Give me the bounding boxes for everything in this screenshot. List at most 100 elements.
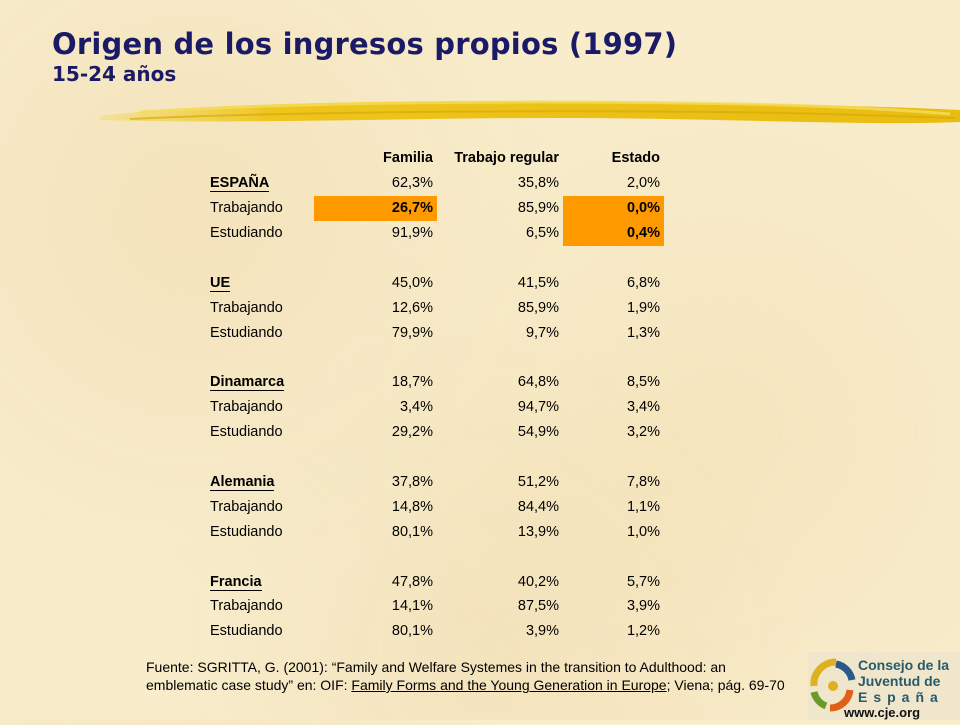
row-label: Estudiando: [210, 523, 283, 540]
country-label: Dinamarca: [210, 374, 285, 392]
logo-line-3: España: [858, 689, 944, 705]
page-title: Origen de los ingresos propios (1997): [52, 27, 678, 61]
table-row: Trabajando 14,8% 84,4% 1,1%: [206, 494, 664, 519]
source-book-title: Family Forms and the Young Generation in…: [351, 677, 667, 693]
table-row-alemania: Alemania 37,8% 51,2% 7,8%: [206, 470, 664, 495]
table-row: Trabajando 12,6% 85,9% 1,9%: [206, 295, 664, 320]
cell-familia: 80,1%: [391, 523, 433, 540]
cell-familia: 80,1%: [391, 623, 433, 640]
cell-trabajo: 87,5%: [517, 598, 559, 615]
cell-trabajo: 85,9%: [517, 299, 559, 316]
cell-trabajo: 54,9%: [517, 424, 559, 441]
cell-trabajo: 3,9%: [525, 623, 559, 640]
source-citation: Fuente: SGRITTA, G. (2001): “Family and …: [146, 658, 796, 694]
brush-stroke-decoration: [100, 100, 960, 124]
table-row-dinamarca: Dinamarca 18,7% 64,8% 8,5%: [206, 370, 664, 395]
row-label: Trabajando: [210, 598, 283, 615]
cell-estado: 3,2%: [626, 424, 660, 441]
cje-logo-graphic: Consejo de la Juventud de España www.cje…: [808, 652, 960, 720]
source-prefix: Fuente: SGRITTA, G. (2001): “Family and …: [146, 659, 726, 693]
table-row: Estudiando 79,9% 9,7% 1,3%: [206, 320, 664, 345]
cell-trabajo: 84,4%: [517, 498, 559, 515]
table-row-espana: ESPAÑA 62,3% 35,8% 2,0%: [206, 171, 664, 196]
cell-estado: 3,4%: [626, 399, 660, 416]
table-row: Trabajando 3,4% 94,7% 3,4%: [206, 395, 664, 420]
cell-familia-highlight: 26,7%: [314, 195, 437, 221]
cell-trabajo: 51,2%: [517, 474, 559, 491]
cell-estado: 8,5%: [626, 374, 660, 391]
row-label: Trabajando: [210, 399, 283, 416]
cell-trabajo: 9,7%: [525, 324, 559, 341]
spacer-row: [206, 246, 664, 271]
cell-trabajo: 94,7%: [517, 399, 559, 416]
cell-familia: 14,1%: [391, 598, 433, 615]
source-suffix: ; Viena; pág. 69-70: [666, 677, 785, 693]
table-header-row: Familia Trabajo regular Estado: [206, 146, 664, 171]
cell-estado: 1,0%: [626, 523, 660, 540]
header-estado: Estado: [611, 150, 660, 167]
cell-familia: 18,7%: [391, 374, 433, 391]
spacer-row: [206, 445, 664, 470]
table-row: Estudiando 80,1% 3,9% 1,2%: [206, 619, 664, 644]
row-label: Estudiando: [210, 324, 283, 341]
spacer-row: [206, 544, 664, 569]
header-cell-blank: [206, 146, 314, 171]
row-label: Estudiando: [210, 424, 283, 441]
spacer-row: [206, 345, 664, 370]
cell-familia: 14,8%: [391, 498, 433, 515]
cell-estado: 2,0%: [626, 175, 660, 192]
row-label: Trabajando: [210, 200, 283, 217]
country-label: Alemania: [210, 474, 275, 492]
cell-estado: 1,1%: [626, 498, 660, 515]
cell-familia: 37,8%: [391, 474, 433, 491]
table-row-francia: Francia 47,8% 40,2% 5,7%: [206, 569, 664, 594]
logo-line-2: Juventud de: [858, 673, 941, 689]
cell-estado: 1,9%: [626, 299, 660, 316]
cell-estado: 3,9%: [626, 598, 660, 615]
country-label: UE: [210, 274, 231, 292]
cell-familia: 3,4%: [399, 399, 433, 416]
header-familia: Familia: [383, 150, 433, 167]
cell-trabajo: 13,9%: [517, 523, 559, 540]
cell-estado-highlight: 0,0%: [563, 195, 664, 221]
table-row: Estudiando 29,2% 54,9% 3,2%: [206, 420, 664, 445]
page-subtitle: 15-24 años: [52, 62, 177, 86]
row-label: Estudiando: [210, 225, 283, 242]
logo-url: www.cje.org: [843, 705, 920, 720]
cell-trabajo: 6,5%: [525, 225, 559, 242]
logo-line-1: Consejo de la: [858, 657, 949, 673]
cell-estado: 1,2%: [626, 623, 660, 640]
cell-estado: 5,7%: [626, 573, 660, 590]
cell-estado: 7,8%: [626, 474, 660, 491]
table-row-ue: UE 45,0% 41,5% 6,8%: [206, 270, 664, 295]
country-label: ESPAÑA: [210, 175, 270, 193]
table-row: Trabajando 14,1% 87,5% 3,9%: [206, 594, 664, 619]
cell-familia: 45,0%: [391, 274, 433, 291]
cell-familia: 12,6%: [391, 299, 433, 316]
row-label: Trabajando: [210, 498, 283, 515]
table-row: Estudiando 91,9% 6,5% 0,4%: [206, 220, 664, 246]
cell-estado: 1,3%: [626, 324, 660, 341]
row-label: Trabajando: [210, 299, 283, 316]
cell-familia: 29,2%: [391, 424, 433, 441]
cell-trabajo: 40,2%: [517, 573, 559, 590]
cell-trabajo: 64,8%: [517, 374, 559, 391]
cell-trabajo: 41,5%: [517, 274, 559, 291]
header-trabajo: Trabajo regular: [454, 150, 559, 167]
income-origin-table: Familia Trabajo regular Estado ESPAÑA 62…: [206, 146, 664, 644]
cell-familia: 47,8%: [391, 573, 433, 590]
cell-trabajo: 85,9%: [517, 200, 559, 217]
row-label: Estudiando: [210, 623, 283, 640]
cell-estado: 6,8%: [626, 274, 660, 291]
cje-emblem-icon: [810, 658, 856, 712]
cell-estado-highlight: 0,4%: [563, 220, 664, 246]
cell-trabajo: 35,8%: [517, 175, 559, 192]
table-row: Trabajando 26,7% 85,9% 0,0%: [206, 195, 664, 221]
country-label: Francia: [210, 573, 262, 591]
cje-logo: Consejo de la Juventud de España www.cje…: [808, 652, 960, 720]
table-row: Estudiando 80,1% 13,9% 1,0%: [206, 519, 664, 544]
title-block: Origen de los ingresos propios (1997) 15…: [52, 26, 677, 86]
cell-familia: 79,9%: [391, 324, 433, 341]
cell-familia: 91,9%: [391, 225, 433, 242]
cell-familia: 62,3%: [391, 175, 433, 192]
